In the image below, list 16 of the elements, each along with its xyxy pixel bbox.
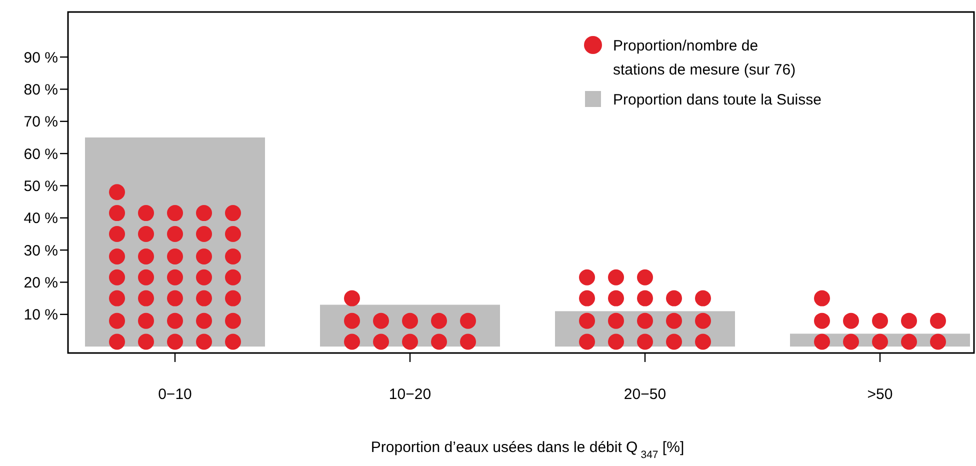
y-tick-label: 10 % [24,306,58,324]
y-tick-label: 60 % [24,146,58,163]
y-tick-label: 40 % [24,210,58,228]
legend-label: Proportion/nombre de stations de mesure (sur 76) [613,37,796,78]
x-tick-label: 20−50 [624,386,666,403]
x-axis-title: Proportion d’eaux usées dans le débit Q$_{347}$ [%] [370,439,684,461]
x-tick-label: >50 [867,386,893,403]
y-tick-label: 80 % [24,81,58,98]
y-tick-label: 20 % [24,274,58,292]
x-tick-label: 0−10 [158,386,192,403]
y-tick-label: 70 % [24,114,58,131]
x-tick-label: 10−20 [388,386,432,403]
y-tick-label: 50 % [24,178,58,195]
y-tick-label: 90 % [24,49,58,66]
y-tick-label: 30 % [24,242,58,260]
legend-label: Proportion dans toute la Suisse [613,91,822,108]
